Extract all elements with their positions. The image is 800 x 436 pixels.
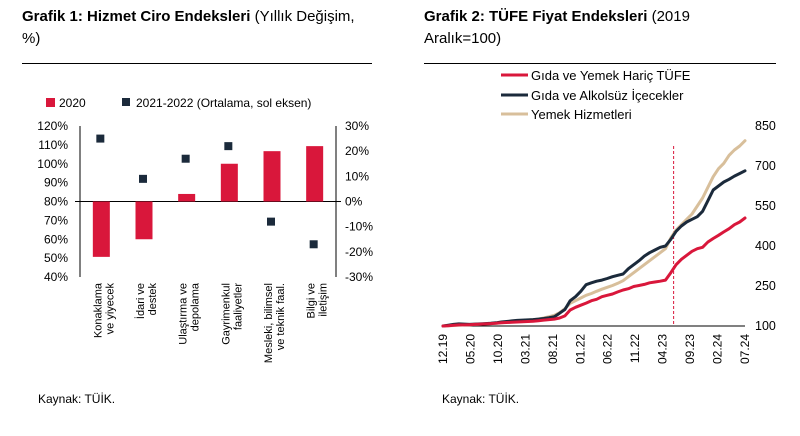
category-label-line: Mesleki, bilimsel [263,283,275,363]
right-axis-tick-label: 10% [345,169,369,183]
marker-2021-2022 [224,142,233,151]
chart-1-title-rest: (Yıllık Değişim, %) [22,8,355,47]
x-axis-tick-label: 11.22 [628,334,642,363]
right-axis-tick-label: 20% [345,144,369,158]
x-axis-tick-label: 03.21 [518,334,532,364]
bar-2020 [263,151,281,202]
category-label: Bilgi veiletişim [306,283,330,318]
x-axis-tick-label: 05.20 [463,334,477,364]
series-line-2 [441,139,747,328]
legend-label-2: Yemek Hizmetleri [531,107,632,122]
right-axis-tick-label: -20% [345,245,373,259]
bar-2020 [220,163,238,202]
chart-1-title-bold: Grafik 1: Hizmet Ciro Endeksleri [22,8,251,25]
right-axis-tick-label: 100 [755,319,776,333]
chart-2-title-rest: (2019 Aralık=100) [424,8,690,47]
x-axis-tick-label: 02.24 [711,334,725,364]
legend-2021-2022-label: 2021-2022 (Ortalama, sol eksen) [136,96,311,110]
bar-2020 [92,201,110,257]
chart-1-source: Kaynak: TÜİK. [38,392,116,406]
right-axis-tick-label: 30% [345,119,369,133]
left-axis-tick-label: 110% [38,138,68,152]
category-label-line: Gayrimenkul [220,283,232,345]
left-axis-tick-label: 80% [44,195,68,209]
category-label-line: ve yiyecek [104,283,116,335]
category-label: Konaklamave yiyecek [92,282,116,338]
chart-2-divider [424,63,776,64]
chart-2-panel: Grafik 2: TÜFE Fiyat Endeksleri (2019 Ar… [400,0,800,436]
category-label-line: iletişim [318,283,330,317]
legend-2020-label: 2020 [59,96,86,110]
chart-2-title-bold: Grafik 2: TÜFE Fiyat Endeksleri [424,8,648,25]
category-label-line: Konaklama [92,282,104,338]
legend-label-0: Gıda ve Yemek Hariç TÜFE [531,68,691,83]
right-axis-tick-label: 850 [755,119,776,133]
category-label-line: ve teknik faal. [275,283,287,350]
chart-1-title: Grafik 1: Hizmet Ciro Endeksleri (Yıllık… [22,6,362,50]
right-axis-tick-label: 700 [755,159,776,173]
marker-2021-2022 [96,134,105,143]
chart-2-plot: 850 700 550 400 250 100 12.19 05.20 10.20 03.21 08… [436,68,776,364]
right-axis-tick-label: -10% [345,220,373,234]
chart-1-divider [22,63,372,64]
x-axis-tick-label: 04.23 [656,334,670,364]
chart-2-source: Kaynak: TÜİK. [442,392,520,406]
category-label: Ulaştırma vedepolama [178,282,202,345]
left-axis-tick-label: 40% [44,270,68,284]
left-axis-tick-label: 100% [37,157,68,171]
category-label-line: depolama [190,282,202,331]
left-axis-tick-label: 50% [44,251,68,265]
right-axis-tick-label: 550 [755,199,776,213]
category-label: Mesleki, bilimselve teknik faal. [263,283,287,363]
marker-2021-2022 [309,240,318,249]
marker-2021-2022 [181,154,190,163]
marker-2021-2022 [267,217,275,226]
legend-label-1: Gıda ve Alkolsüz İçecekler [531,88,684,103]
x-axis-tick-label: 12.19 [436,334,450,364]
left-axis-tick-label: 120% [37,119,68,133]
category-label-line: İdari ve [134,283,147,319]
bar-2020 [306,146,324,202]
legend-2021-2022-swatch [122,98,130,106]
category-label: İdari vedestek [134,283,159,320]
category-label-line: Bilgi ve [306,283,318,318]
series-line-0 [441,216,747,328]
x-axis-tick-label: 08.21 [546,334,560,364]
left-axis-tick-label: 60% [44,232,68,246]
category-label-line: faaliyetler [232,283,244,330]
chart-2-title: Grafik 2: TÜFE Fiyat Endeksleri (2019 Ar… [424,6,764,50]
chart-1-plot: 2020 2021-2022 (Ortalama, sol eksen) 120% 1… [37,96,373,363]
category-label-line: Ulaştırma ve [178,283,190,345]
bar-2020 [178,193,196,202]
right-axis-tick-label: 400 [755,239,776,253]
x-axis-tick-label: 09.23 [683,334,697,364]
right-axis-tick-label: 0% [345,195,363,209]
right-axis-tick-label: 250 [755,279,776,293]
chart-1-panel: Grafik 1: Hizmet Ciro Endeksleri (Yıllık… [22,6,373,406]
category-label: Gayrimenkulfaaliyetler [220,283,244,345]
x-axis-tick-label: 01.22 [573,334,587,364]
right-axis-tick-label: -30% [345,270,373,284]
x-axis-tick-label: 06.22 [601,334,615,364]
marker-2021-2022 [139,174,147,183]
bar-2020 [135,201,153,240]
legend-2020-swatch [46,98,55,107]
left-axis-tick-label: 90% [44,176,68,190]
category-label-line: destek [147,283,159,316]
x-axis-tick-label: 07.24 [738,334,752,364]
x-axis-tick-label: 10.20 [491,334,505,364]
left-axis-tick-label: 70% [44,213,68,227]
